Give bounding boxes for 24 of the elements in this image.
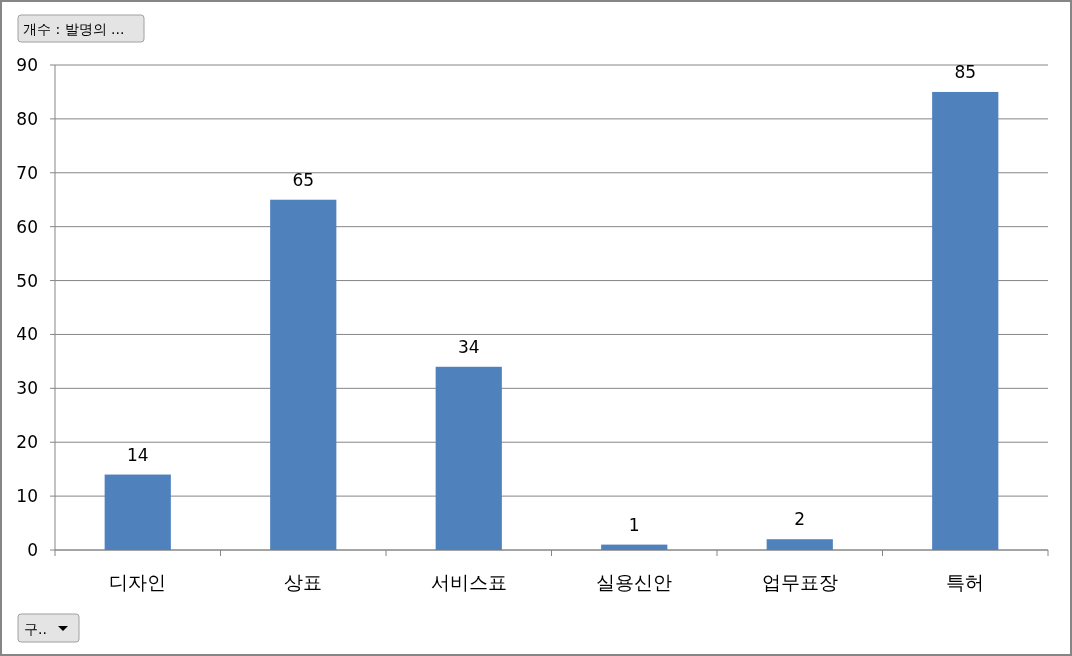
data-label: 1: [628, 514, 640, 535]
y-tick-label: 80: [16, 108, 38, 129]
x-tick-label: 업무표장: [761, 571, 838, 593]
y-tick-label: 10: [16, 486, 38, 507]
y-tick-label: 40: [16, 324, 38, 345]
data-label: 34: [457, 336, 480, 357]
data-label: 2: [794, 509, 806, 530]
y-tick-label: 50: [16, 270, 38, 291]
y-tick-label: 30: [16, 378, 38, 399]
y-tick-label: 60: [16, 216, 38, 237]
y-tick-label: 70: [16, 162, 38, 183]
y-tick-label: 20: [16, 432, 38, 453]
x-tick-label: 서비스표: [430, 571, 507, 593]
y-tick-label: 90: [16, 55, 38, 75]
x-tick-label: 특허: [946, 571, 985, 593]
data-label: 14: [126, 444, 149, 465]
x-tick-label: 상표: [284, 571, 323, 593]
x-tick-label: 실용신안: [596, 571, 673, 593]
text: 개수 : 발명의 ...: [23, 21, 125, 37]
text: 구..: [24, 621, 47, 637]
x-tick-label: 디자인: [109, 571, 167, 593]
y-tick-label: 0: [27, 540, 38, 560]
data-label: 85: [954, 61, 977, 82]
data-label: 65: [292, 169, 315, 190]
